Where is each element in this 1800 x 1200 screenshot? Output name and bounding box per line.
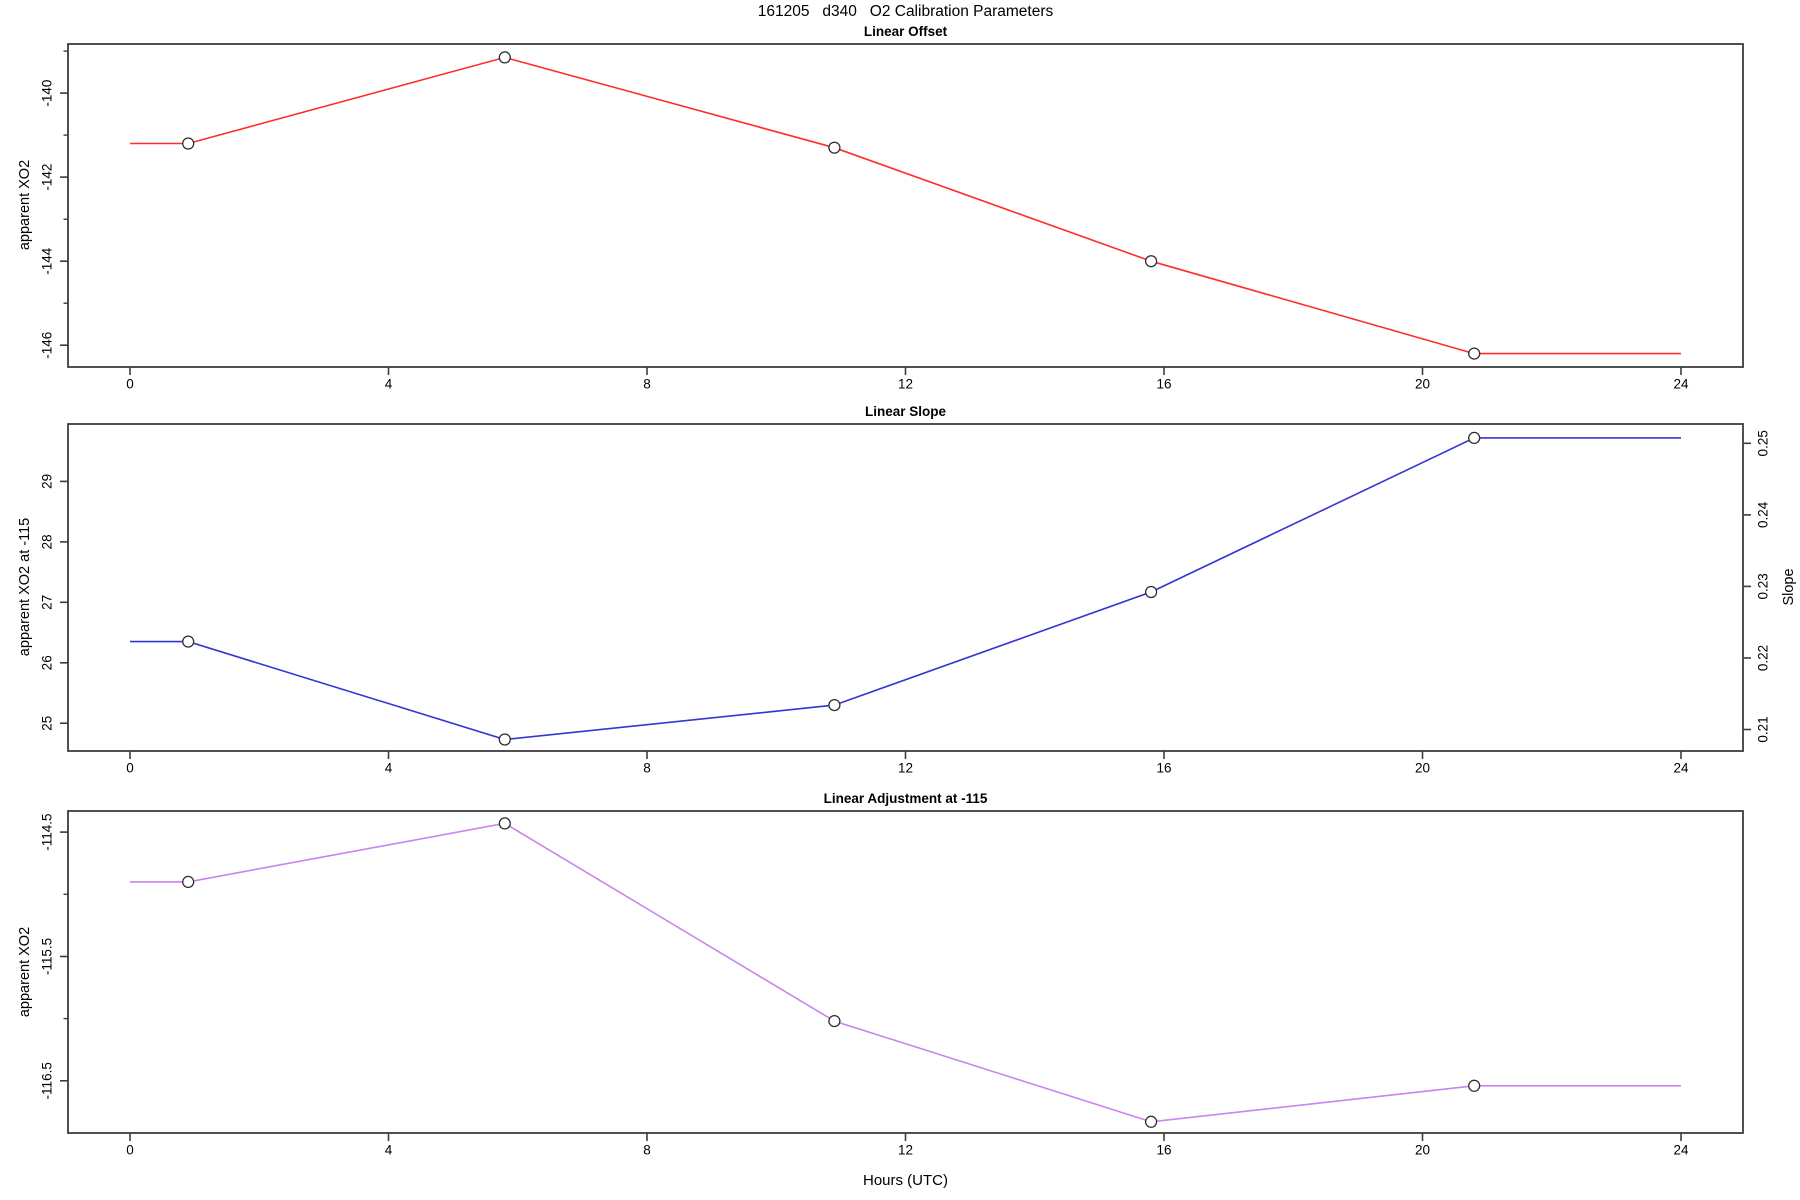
data-point-marker [1144,585,1158,599]
right-y-tick-label: 0.21 [1756,716,1771,742]
panel-title-linear-slope: Linear Slope [864,404,947,419]
x-tick-label: 24 [1673,761,1689,776]
y-axis-label-top: apparent XO2 [17,160,33,250]
x-tick-label: 4 [385,1143,393,1158]
y-tick-label: -146 [40,332,55,359]
y-tick-label: -144 [40,247,55,275]
series-line-linear-slope [130,437,1681,741]
y-tick-label: 29 [40,474,55,489]
data-point-marker [498,733,511,746]
data-point-marker [828,141,841,154]
right-y-tick-label: 0.23 [1756,573,1771,599]
x-tick-label: 8 [643,377,651,392]
x-tick-label: 24 [1673,1143,1689,1158]
right-y-tick-label: 0.24 [1756,501,1771,528]
right-y-tick-label: 0.22 [1756,645,1771,671]
x-tick-label: 12 [898,761,913,776]
x-tick-label: 20 [1415,377,1430,392]
x-tick-label: 16 [1156,377,1171,392]
data-point-marker [182,635,195,648]
x-tick-label: 16 [1156,761,1171,776]
data-point-marker [1468,431,1481,445]
x-tick-label: 12 [898,1143,913,1158]
right-y-tick-label: 0.25 [1756,430,1771,456]
panel-linear-adjustment-at-115: 0 4 8 12 16 20 24 -114.5 -115.5 -116.5 [40,810,1744,1158]
y-tick-label: -116.5 [40,1062,55,1099]
series-line-linear-adjustment-at-115 [130,822,1681,1123]
y-tick-label: 25 [40,716,55,731]
data-point-marker [1468,1079,1481,1092]
x-tick-label: 20 [1415,761,1430,776]
data-point-marker [1144,255,1158,268]
y-tick-label: 26 [40,655,55,670]
x-tick-label: 16 [1156,1143,1171,1158]
data-point-marker [1468,347,1481,360]
x-tick-label: 4 [385,377,393,392]
slope-axis-label: Slope [1781,568,1797,605]
y-tick-label: 28 [40,534,55,549]
y-tick-label: -114.5 [40,813,55,850]
x-tick-label: 24 [1673,377,1689,392]
panel-linear-slope: 0 4 8 12 16 20 24 25 26 27 28 29 0.21 0.22 0.23 0.24 0.2… [40,423,1771,776]
x-tick-label: 0 [126,1143,134,1158]
data-point-marker [1144,1115,1158,1128]
data-point-marker [182,137,195,150]
y-tick-label: -142 [40,164,55,191]
data-point-marker [498,51,511,64]
x-tick-label: 12 [898,377,913,392]
y-tick-label: -115.5 [40,938,55,975]
data-point-marker [182,875,195,889]
data-point-marker [828,1014,841,1028]
panel-title-linear-adjustment: Linear Adjustment at -115 [823,791,988,806]
data-point-marker [498,817,511,830]
panels-group: 0 4 8 12 16 20 24 -140 -142 -144 -146 0 4 8 12 16 20 24 25… [40,43,1771,1158]
panel-linear-offset: 0 4 8 12 16 20 24 -140 -142 -144 -146 [40,43,1744,392]
x-tick-label: 0 [126,761,134,776]
y-tick-label: -140 [40,80,55,107]
y-axis-label-bottom: apparent XO2 [17,927,33,1017]
y-axis-label-middle: apparent XO2 at -115 [17,518,33,656]
data-point-marker [828,698,841,712]
x-tick-label: 8 [643,761,651,776]
x-tick-label: 20 [1415,1143,1430,1158]
series-line-linear-offset [130,56,1681,355]
x-tick-label: 0 [126,377,134,392]
panel-border [67,423,1744,752]
y-tick-label: 27 [40,595,55,610]
x-axis-label: Hours (UTC) [863,1172,948,1189]
x-tick-label: 8 [643,1143,651,1158]
panel-border [67,43,1744,368]
panel-title-linear-offset: Linear Offset [863,24,948,39]
x-tick-label: 4 [385,761,393,776]
panel-border [67,810,1744,1134]
figure-title: 161205 d340 O2 Calibration Parameters [757,3,1054,20]
